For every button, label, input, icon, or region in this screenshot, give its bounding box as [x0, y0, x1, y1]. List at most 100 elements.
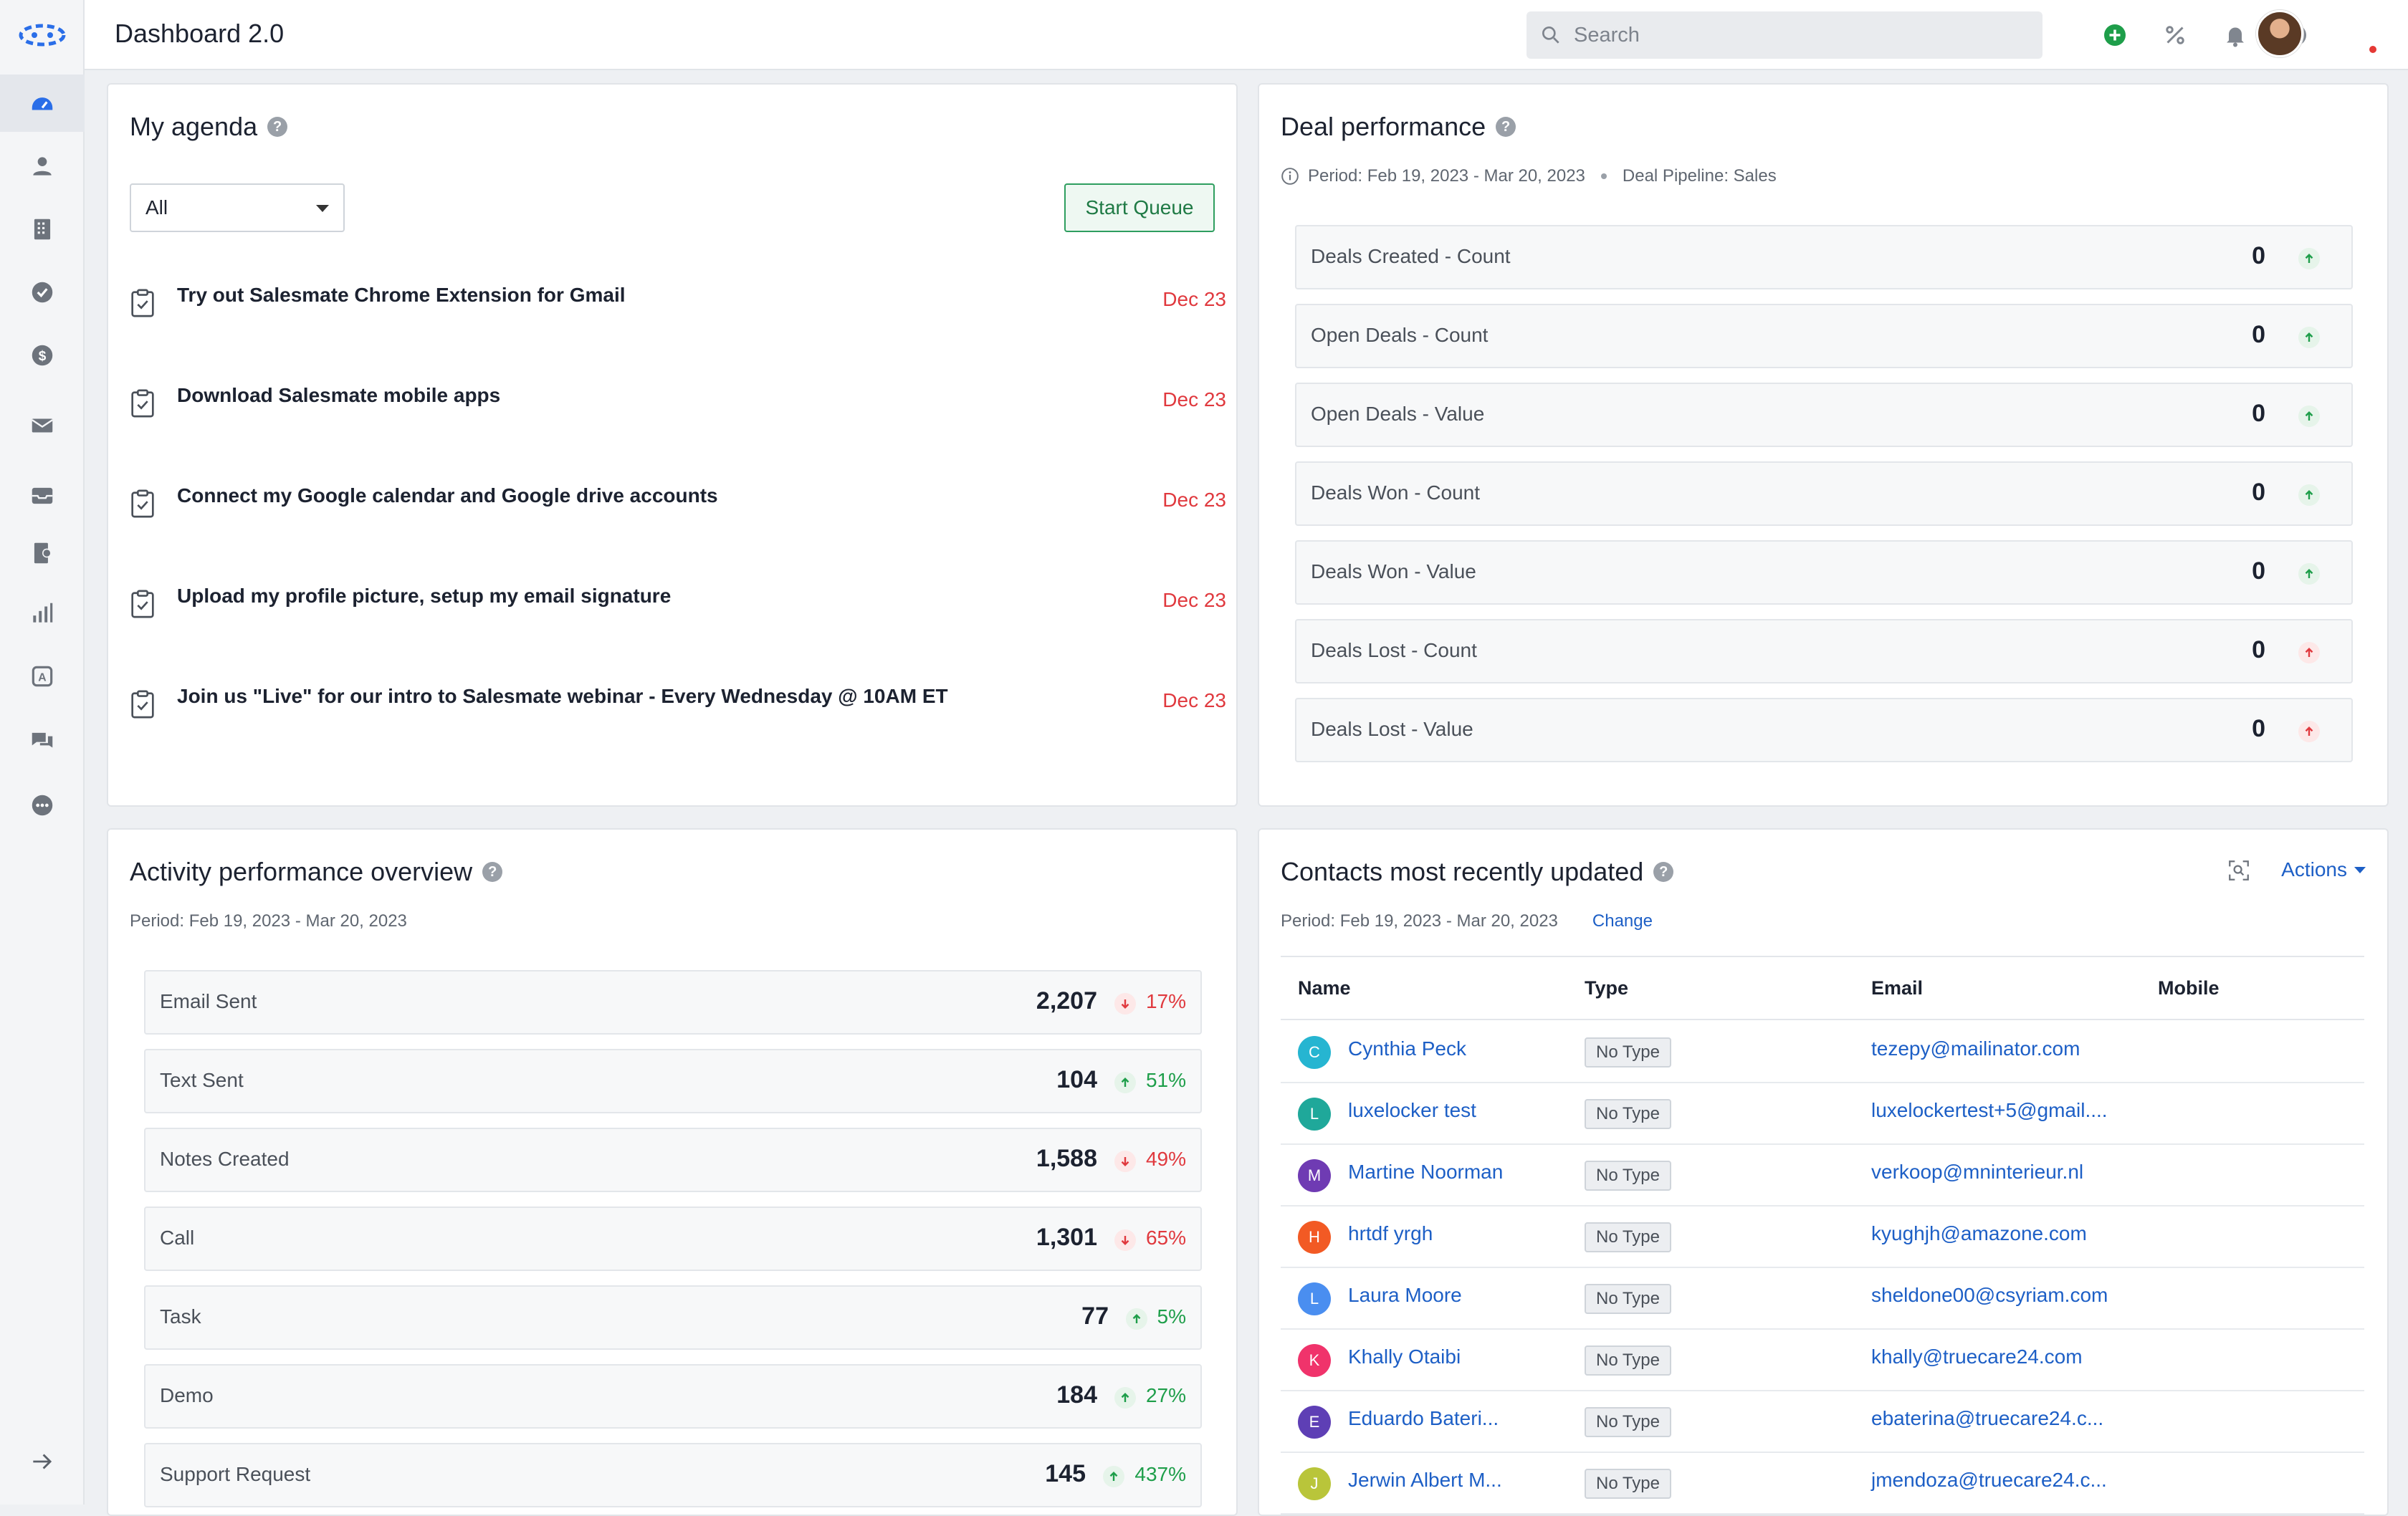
activity-title-text: Activity performance overview: [130, 857, 473, 886]
table-row[interactable]: K Khally Otaibi No Type khally@truecare24.c…: [1281, 1330, 2364, 1391]
contact-name-link[interactable]: Khally Otaibi: [1348, 1345, 1461, 1368]
logo[interactable]: [0, 0, 85, 70]
notifications-button[interactable]: [2220, 20, 2250, 50]
search-box[interactable]: [1526, 11, 2042, 59]
reports-icon: [33, 603, 53, 623]
agenda-task-item[interactable]: Join us "Live" for our intro to Salesmat…: [130, 683, 1226, 741]
sidebar-item-reports[interactable]: [0, 585, 85, 642]
contact-email-link[interactable]: luxelockertest+5@gmail....: [1871, 1099, 2108, 1121]
activity-metric-row[interactable]: Call 1,301 65%: [144, 1206, 1202, 1271]
activity-metric-row[interactable]: Notes Created 1,588 49%: [144, 1128, 1202, 1192]
contact-name-link[interactable]: Jerwin Albert M...: [1348, 1469, 1502, 1491]
help-icon[interactable]: ?: [1496, 117, 1516, 137]
contact-email-link[interactable]: ebaterina@truecare24.c...: [1871, 1407, 2104, 1429]
sidebar-item-contacts[interactable]: [0, 138, 85, 195]
contacts-period: Period: Feb 19, 2023 - Mar 20, 2023 Chan…: [1281, 911, 1653, 931]
contact-email-link[interactable]: jmendoza@truecare24.c...: [1871, 1469, 2107, 1491]
deal-metric-label: Open Deals - Count: [1311, 324, 1489, 346]
sidebar-item-tasks[interactable]: [0, 264, 85, 321]
sidebar-item-inbox[interactable]: [0, 467, 85, 524]
contact-name-link[interactable]: Martine Noorman: [1348, 1161, 1504, 1183]
avatar[interactable]: [2256, 10, 2303, 57]
column-header-email[interactable]: Email: [1871, 977, 1924, 999]
avatar: J: [1298, 1467, 1331, 1500]
agenda-task-item[interactable]: Download Salesmate mobile apps Dec 23: [130, 383, 1226, 440]
contact-email-link[interactable]: verkoop@mninterieur.nl: [1871, 1161, 2084, 1183]
sidebar-item-deals[interactable]: $: [0, 327, 85, 384]
start-queue-button[interactable]: Start Queue: [1064, 183, 1215, 232]
agenda-title: My agenda ?: [130, 112, 288, 142]
agenda-task-title[interactable]: Join us "Live" for our intro to Salesmat…: [177, 685, 948, 707]
deal-metric-row[interactable]: Deals Lost - Count 0: [1295, 619, 2353, 683]
column-header-name[interactable]: Name: [1298, 977, 1351, 999]
sidebar-item-more[interactable]: [0, 777, 85, 834]
deal-performance-title: Deal performance ?: [1281, 112, 1516, 142]
table-row[interactable]: E Eduardo Bateri... No Type ebaterina@truec…: [1281, 1391, 2364, 1453]
contact-name-link[interactable]: hrtdf yrgh: [1348, 1222, 1433, 1244]
contact-name-link[interactable]: luxelocker test: [1348, 1099, 1476, 1121]
sidebar-item-companies[interactable]: [0, 201, 85, 258]
contact-type-badge: No Type: [1585, 1099, 1671, 1129]
deal-metric-row[interactable]: Deals Created - Count 0: [1295, 225, 2353, 289]
table-row[interactable]: J Jerwin Albert M... No Type jmendoza@truec…: [1281, 1453, 2364, 1515]
activity-metric-row[interactable]: Email Sent 2,207 17%: [144, 970, 1202, 1035]
sidebar-item-dashboard[interactable]: [0, 75, 85, 132]
actions-dropdown[interactable]: Actions: [2281, 858, 2366, 881]
deal-metric-row[interactable]: Open Deals - Count 0: [1295, 304, 2353, 368]
agenda-task-title[interactable]: Upload my profile picture, setup my emai…: [177, 585, 672, 607]
deal-metric-row[interactable]: Deals Won - Value 0: [1295, 540, 2353, 605]
agenda-task-date: Dec 23: [1162, 288, 1226, 310]
sidebar-expand-button[interactable]: [0, 1433, 85, 1490]
agenda-task-title[interactable]: Connect my Google calendar and Google dr…: [177, 484, 718, 507]
table-row[interactable]: C Cynthia Peck No Type tezepy@mailinator.co…: [1281, 1022, 2364, 1083]
contact-name-link[interactable]: Eduardo Bateri...: [1348, 1407, 1499, 1429]
deal-metric-label: Open Deals - Value: [1311, 403, 1485, 425]
agenda-task-title[interactable]: Download Salesmate mobile apps: [177, 384, 501, 406]
contacts-icon: [33, 157, 52, 176]
contact-name-link[interactable]: Laura Moore: [1348, 1284, 1462, 1306]
sidebar-item-sequences[interactable]: [0, 524, 85, 582]
arrow-up-icon: [2298, 484, 2320, 506]
scan-icon[interactable]: [2227, 858, 2251, 883]
contact-email-link[interactable]: tezepy@mailinator.com: [1871, 1037, 2080, 1060]
help-icon[interactable]: ?: [1653, 862, 1674, 882]
activity-metric-percent: 17%: [1145, 990, 1186, 1012]
arrow-up-icon: [2298, 563, 2320, 585]
activity-metric-row[interactable]: Task 77 5%: [144, 1285, 1202, 1350]
activity-metric-percent: 5%: [1157, 1305, 1186, 1328]
deal-metric-row[interactable]: Deals Lost - Value 0: [1295, 698, 2353, 762]
agenda-task-title[interactable]: Try out Salesmate Chrome Extension for G…: [177, 284, 626, 306]
arrow-up-icon: [2298, 721, 2320, 742]
sidebar-item-chat[interactable]: [0, 712, 85, 769]
search-input[interactable]: [1572, 22, 2017, 48]
percent-button[interactable]: [2160, 20, 2190, 50]
contact-email-link[interactable]: khally@truecare24.com: [1871, 1345, 2083, 1368]
activity-metric-row[interactable]: Demo 184 27%: [144, 1364, 1202, 1429]
column-header-mobile[interactable]: Mobile: [2158, 977, 2220, 999]
agenda-filter-select[interactable]: All: [130, 183, 345, 232]
help-icon[interactable]: ?: [482, 862, 503, 882]
contact-name-link[interactable]: Cynthia Peck: [1348, 1037, 1466, 1060]
avatar: H: [1298, 1221, 1331, 1254]
agenda-task-item[interactable]: Upload my profile picture, setup my emai…: [130, 583, 1226, 641]
deal-metric-value: 0: [2252, 715, 2265, 742]
column-header-type[interactable]: Type: [1585, 977, 1629, 999]
add-button[interactable]: [2100, 20, 2130, 50]
sidebar-item-automation[interactable]: A: [0, 648, 85, 705]
activity-metric-row[interactable]: Support Request 145 437%: [144, 1443, 1202, 1507]
table-row[interactable]: L Laura Moore No Type sheldone00@csyriam.co…: [1281, 1268, 2364, 1330]
deal-metric-row[interactable]: Deals Won - Count 0: [1295, 461, 2353, 526]
help-icon[interactable]: ?: [267, 117, 288, 137]
change-period-link[interactable]: Change: [1592, 911, 1653, 931]
agenda-task-item[interactable]: Connect my Google calendar and Google dr…: [130, 483, 1226, 540]
agenda-task-item[interactable]: Try out Salesmate Chrome Extension for G…: [130, 282, 1226, 340]
contacts-card: Contacts most recently updated ? Period:…: [1258, 828, 2389, 1516]
sidebar-item-email[interactable]: [0, 397, 85, 454]
contact-email-link[interactable]: sheldone00@csyriam.com: [1871, 1284, 2108, 1306]
table-row[interactable]: M Martine Noorman No Type verkoop@mninterie…: [1281, 1145, 2364, 1206]
contact-email-link[interactable]: kyughjh@amazone.com: [1871, 1222, 2087, 1244]
deal-metric-row[interactable]: Open Deals - Value 0: [1295, 383, 2353, 447]
activity-metric-row[interactable]: Text Sent 104 51%: [144, 1049, 1202, 1113]
